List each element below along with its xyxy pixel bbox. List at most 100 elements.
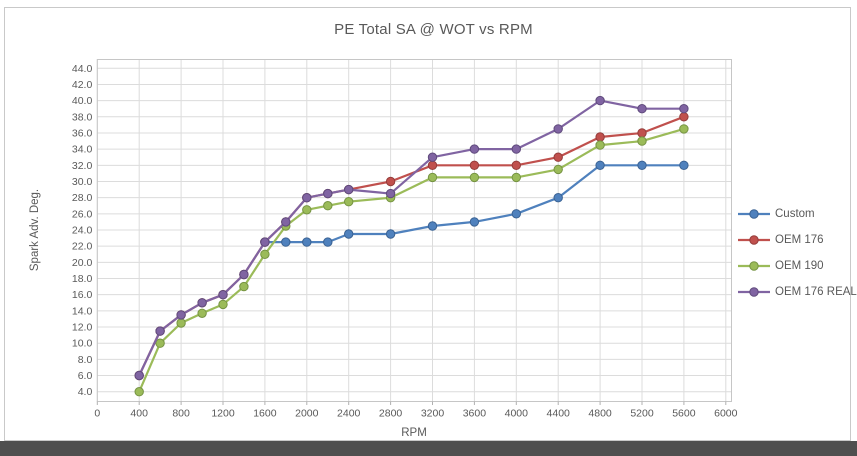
y-axis-tick-label: 4.0 — [78, 386, 93, 398]
x-axis-tick-label: 4400 — [547, 408, 571, 420]
data-point — [218, 290, 228, 300]
data-point — [595, 140, 605, 150]
data-point — [239, 281, 249, 292]
y-axis-tick-label: 12.0 — [72, 322, 93, 334]
x-axis-tick-label: 3200 — [421, 408, 445, 420]
data-point — [427, 152, 438, 162]
y-axis-tick-label: 24.0 — [72, 225, 93, 237]
data-point — [553, 152, 563, 162]
x-axis-tick-label: 3600 — [463, 408, 487, 420]
x-axis-tick-label: 5600 — [672, 408, 696, 420]
data-point — [469, 217, 480, 227]
data-point — [260, 249, 270, 260]
x-axis-tick-label: 1600 — [253, 408, 277, 420]
data-point — [302, 237, 312, 247]
y-axis-tick-label: 18.0 — [72, 273, 93, 285]
data-point — [511, 144, 521, 154]
x-axis-tick-label: 2400 — [337, 408, 361, 420]
x-axis-tick-label: 1200 — [211, 408, 235, 420]
y-axis-tick-label: 34.0 — [72, 144, 93, 156]
y-axis-tick-label: 38.0 — [72, 111, 93, 123]
legend-label: OEM 176 — [775, 234, 824, 246]
y-axis-tick-label: 16.0 — [72, 289, 93, 301]
data-point — [385, 176, 396, 187]
legend-label: OEM 190 — [775, 260, 824, 272]
x-axis-title: RPM — [401, 427, 427, 439]
data-point — [323, 237, 333, 247]
y-axis-title: Spark Adv. Deg. — [29, 188, 41, 272]
y-axis-tick-label: 36.0 — [72, 127, 93, 139]
data-point — [637, 104, 647, 114]
legend-label: OEM 176 REAL — [775, 286, 857, 298]
data-point — [197, 298, 207, 308]
x-axis-tick-label: 2800 — [379, 408, 403, 420]
y-axis-tick-label: 30.0 — [72, 176, 93, 188]
legend-item: Custom — [738, 206, 857, 222]
y-axis-tick-label: 26.0 — [72, 208, 93, 220]
data-point — [427, 221, 438, 231]
data-point — [134, 370, 144, 381]
data-point — [511, 160, 521, 171]
legend: Custom OEM 176 OEM 190 OEM 176 REAL — [738, 206, 857, 300]
x-axis-tick-label: 5200 — [630, 408, 654, 420]
data-point — [302, 205, 312, 215]
data-point — [323, 201, 333, 211]
data-point — [427, 160, 438, 171]
x-axis-tick-label: 6000 — [714, 408, 738, 420]
data-point — [155, 326, 165, 336]
data-point — [511, 172, 521, 183]
data-point — [302, 193, 312, 203]
data-point — [344, 197, 354, 207]
legend-marker-icon — [738, 261, 770, 271]
y-axis-tick-label: 40.0 — [72, 95, 93, 107]
data-point — [344, 229, 354, 239]
data-point — [637, 160, 647, 171]
data-point — [679, 104, 689, 114]
data-point — [281, 237, 291, 247]
data-point — [679, 112, 689, 122]
data-point — [679, 124, 689, 134]
x-axis-tick-label: 2000 — [295, 408, 319, 420]
x-axis-tick-label: 400 — [130, 408, 148, 420]
data-point — [281, 217, 291, 227]
x-axis-tick-label: 0 — [94, 408, 100, 420]
data-point — [595, 95, 605, 106]
y-axis-tick-label: 32.0 — [72, 160, 93, 172]
data-point — [176, 310, 186, 320]
data-point — [679, 160, 689, 171]
data-point — [553, 124, 563, 134]
chart-title: PE Total SA @ WOT vs RPM — [334, 21, 533, 38]
chart-card: PE Total SA @ WOT vs RPM 0 400 800 1200 1600… — [4, 7, 857, 441]
data-point — [134, 387, 144, 397]
y-axis-tick-label: 44.0 — [72, 63, 93, 75]
data-point — [260, 237, 270, 247]
x-axis-tick-label: 4800 — [588, 408, 612, 420]
x-axis-tick-label: 4000 — [505, 408, 529, 420]
data-point — [469, 160, 480, 171]
data-point — [595, 160, 605, 171]
y-axis-tick-label: 14.0 — [72, 305, 93, 317]
y-axis-tick-label: 28.0 — [72, 192, 93, 204]
data-point — [323, 188, 333, 199]
y-axis-tick-label: 20.0 — [72, 257, 93, 269]
y-axis-tick-label: 42.0 — [72, 79, 93, 91]
data-point — [469, 144, 480, 154]
x-axis-tick-label: 800 — [172, 408, 190, 420]
data-point — [553, 164, 563, 175]
legend-marker-icon — [738, 287, 770, 297]
data-point — [637, 136, 647, 146]
data-point — [553, 193, 563, 203]
data-point — [511, 209, 521, 219]
data-point — [469, 172, 480, 183]
data-point — [427, 172, 438, 183]
data-point — [595, 132, 605, 142]
y-axis-tick-label: 8.0 — [78, 354, 93, 366]
y-axis-tick-label: 22.0 — [72, 241, 93, 253]
y-axis-tick-label: 6.0 — [78, 370, 93, 382]
y-axis-tick-label: 10.0 — [72, 338, 93, 350]
data-point — [385, 188, 396, 199]
legend-marker-icon — [738, 235, 770, 245]
data-point — [155, 338, 165, 348]
data-point — [218, 299, 228, 310]
